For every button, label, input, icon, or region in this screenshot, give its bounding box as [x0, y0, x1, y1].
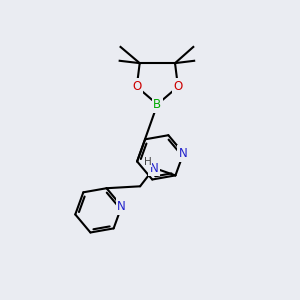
- Text: O: O: [173, 80, 183, 93]
- Text: H: H: [144, 157, 152, 166]
- Text: N: N: [150, 161, 159, 175]
- Text: N: N: [117, 200, 126, 213]
- Text: N: N: [179, 147, 188, 160]
- Text: B: B: [153, 98, 161, 111]
- Text: O: O: [132, 80, 141, 93]
